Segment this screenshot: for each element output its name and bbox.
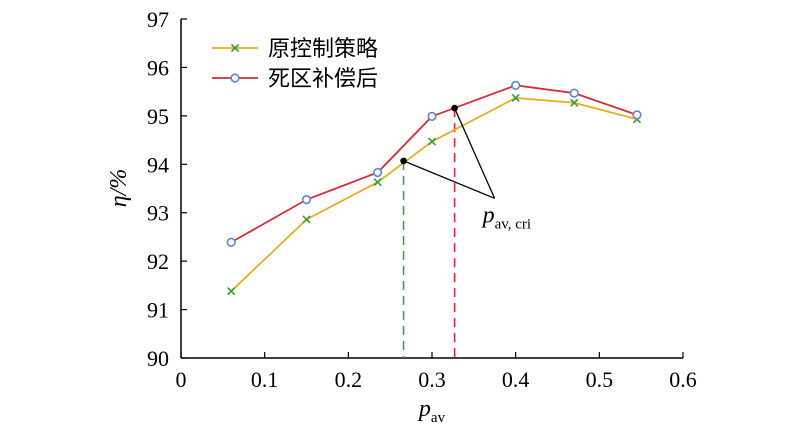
series-2-point — [226, 237, 236, 247]
axes: 0 0.1 0.2 0.3 0.4 0.5 0.69091929394959697pavη/… — [106, 7, 697, 426]
series-2-point — [427, 111, 437, 121]
x-tick-label: 0 — [176, 367, 187, 392]
x-tick-label: 0.5 — [586, 367, 614, 392]
point-mark-b — [427, 137, 437, 146]
annotation-label-main: p — [481, 202, 495, 228]
series-line-1 — [230, 97, 638, 292]
annotation-leader — [403, 160, 495, 199]
legend-label: 原控制策略 — [268, 37, 378, 62]
series-2-point — [373, 167, 383, 178]
series-line-2 — [230, 84, 638, 244]
series-1-point — [302, 215, 311, 224]
series-1-point — [373, 178, 382, 187]
series-2-point — [569, 88, 579, 98]
x-tick-label: 0.2 — [335, 367, 363, 392]
series-1-point — [427, 137, 437, 146]
series-1-point — [227, 287, 236, 296]
legend-marker-b — [230, 43, 240, 53]
y-tick-label: 94 — [147, 152, 169, 177]
annotation-label-sub: av, cri — [495, 216, 532, 232]
point-mark-b — [227, 287, 236, 296]
annotation: pav, cri — [400, 104, 532, 232]
series-2-point — [511, 80, 521, 90]
point-mark-b — [570, 98, 579, 107]
x-tick-label: 0.4 — [502, 367, 530, 392]
y-tick-label: 91 — [147, 298, 169, 323]
y-tick-label: 93 — [147, 201, 169, 226]
annotation-label: pav, cri — [481, 202, 532, 232]
y-tick-label: 95 — [147, 104, 169, 129]
y-tick-label: 90 — [147, 346, 169, 371]
y-axis-title: η/% — [106, 169, 132, 208]
series-2-point — [301, 195, 312, 205]
legend-label: 死区补偿后 — [268, 67, 378, 92]
x-axis-title-sub: av — [431, 410, 446, 426]
y-tick-label: 96 — [147, 55, 169, 80]
series-group — [226, 80, 642, 296]
point-mark-b — [302, 215, 311, 224]
point-mark-b — [511, 93, 520, 103]
x-tick-label: 0.6 — [669, 367, 697, 392]
x-tick-label: 0.1 — [251, 367, 279, 392]
x-axis-title: pav — [417, 396, 446, 426]
series-1-point — [570, 98, 579, 107]
legend-marker — [230, 73, 240, 83]
point-mark-b — [373, 178, 382, 187]
x-axis-title-main: p — [417, 396, 431, 422]
critical-point — [400, 157, 407, 165]
annotation-leader — [453, 107, 496, 199]
y-tick-label: 92 — [147, 249, 169, 274]
series-2-point — [632, 110, 642, 120]
critical-point — [451, 104, 458, 112]
critical-guides — [402, 108, 456, 358]
y-tick-label: 97 — [147, 7, 169, 32]
x-tick-label: 0.3 — [418, 367, 446, 392]
series-1-point — [511, 93, 520, 103]
